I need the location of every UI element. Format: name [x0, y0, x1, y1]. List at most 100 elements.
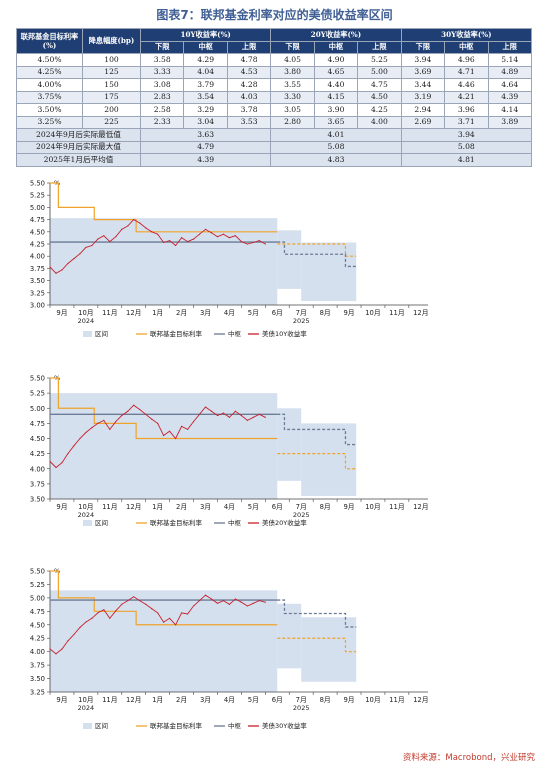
- yield-point: [67, 262, 69, 265]
- table-cell: 3.08: [139, 78, 185, 92]
- summary-cell: 2024年9月后实际最大值: [16, 140, 141, 154]
- yield-range-table: 联邦基金目标利率(%) 降息幅度(bp) 10Y收益率(%) 20Y收益率(%)…: [16, 28, 533, 167]
- table-cell: 3.29: [183, 103, 228, 117]
- subhead-lower: 下限: [400, 40, 446, 54]
- y-tick-label: 3.75: [30, 265, 45, 273]
- x-tick-label: 12月: [126, 309, 141, 317]
- yield-point: [163, 434, 165, 437]
- y-tick-label: 4.50: [30, 228, 45, 236]
- summary-cell: 4.01: [270, 128, 402, 142]
- y-tick-label: 4.75: [30, 420, 45, 428]
- y-tick-label: 3.50: [30, 277, 45, 285]
- y-tick-label: 3.25: [30, 689, 45, 697]
- x-tick-label: 3月: [200, 309, 211, 317]
- table-cell: 4.90: [313, 53, 359, 67]
- band-segment: [50, 590, 278, 692]
- x-tick-label: 12月: [413, 309, 428, 317]
- x-tick-label: 5月: [248, 503, 259, 511]
- yield-point: [264, 416, 266, 418]
- legend-band-label: 区间: [95, 330, 108, 338]
- yield-point: [133, 219, 135, 221]
- y-tick-label: 5.50: [30, 375, 45, 383]
- yield-point: [151, 608, 153, 610]
- y-tick-label: 4.75: [30, 216, 45, 224]
- x-tick-label: 6月: [272, 503, 283, 511]
- band-segment: [277, 408, 302, 481]
- yield-point: [264, 601, 266, 603]
- x-tick-label: 1月: [152, 696, 163, 704]
- yield-point: [79, 626, 81, 629]
- table-cell: 4.25: [357, 103, 402, 117]
- yield-point: [175, 244, 177, 247]
- table-cell: 2.83: [139, 90, 185, 104]
- yield-point: [103, 235, 105, 237]
- summary-cell: 5.08: [400, 140, 533, 154]
- yield-point: [216, 602, 219, 604]
- x-tick-label: 9月: [56, 309, 67, 317]
- table-cell: 3.65: [313, 115, 359, 129]
- year-label: 2025: [293, 704, 310, 712]
- yield-point: [121, 414, 123, 417]
- legend-series-label: 美债30Y收益率: [262, 721, 307, 730]
- yield-point: [163, 621, 165, 623]
- yield-point: [222, 233, 225, 235]
- subhead-upper: 上限: [487, 40, 532, 54]
- legend-band-swatch: [83, 520, 92, 526]
- table-cell: 3.44: [400, 78, 446, 92]
- yield-point: [175, 437, 177, 440]
- subhead-upper: 上限: [357, 40, 402, 54]
- yield-point: [264, 243, 266, 245]
- yield-point: [61, 648, 63, 650]
- yield-point: [228, 416, 231, 418]
- yield-point: [139, 222, 141, 224]
- fed-rate-line: [50, 182, 278, 233]
- yield-point: [109, 617, 111, 619]
- yield-point: [97, 422, 99, 424]
- yield-point: [222, 412, 225, 414]
- x-tick-label: 4月: [224, 696, 235, 704]
- x-tick-label: 12月: [413, 696, 428, 704]
- y-tick-label: 5.25: [30, 581, 45, 589]
- yield-point: [192, 605, 195, 607]
- x-tick-label: 2月: [176, 696, 187, 704]
- table-cell: 3.19: [400, 90, 446, 104]
- band-segment: [301, 617, 357, 682]
- yield-point: [67, 640, 69, 642]
- y-tick-label: 5.00: [30, 405, 45, 413]
- yield-point: [234, 598, 237, 600]
- yield-point: [85, 246, 87, 249]
- table-cell: 3.53: [226, 115, 272, 129]
- yield-point: [145, 603, 147, 605]
- table-cell: 125: [82, 65, 141, 79]
- y-tick-label: 3.50: [30, 675, 45, 683]
- yield-point: [55, 272, 57, 274]
- year-label: 2025: [293, 317, 310, 325]
- summary-cell: 2024年9月后实际最低值: [16, 128, 141, 142]
- table-cell: 4.28: [226, 78, 272, 92]
- x-tick-label: 3月: [200, 696, 211, 704]
- subhead-lower: 下限: [270, 40, 315, 54]
- yield-point: [222, 599, 225, 602]
- yield-point: [186, 240, 189, 243]
- header-10y: 10Y收益率(%): [139, 28, 272, 42]
- x-tick-label: 10月: [78, 696, 93, 704]
- yield-point: [151, 231, 153, 233]
- yield-point: [115, 610, 117, 612]
- x-tick-label: 10月: [365, 503, 380, 511]
- table-cell: 2.69: [400, 115, 446, 129]
- yield-point: [91, 617, 93, 619]
- yield-point: [67, 453, 69, 455]
- table-cell: 3.90: [313, 103, 359, 117]
- yield-point: [121, 603, 123, 605]
- yield-point: [49, 266, 51, 268]
- table-row: 4.00% 150 3.08 3.79 4.28 3.55 4.40 4.75 3.44 4.46…: [16, 78, 532, 92]
- center-projection-line: [277, 413, 357, 446]
- table-cell: 3.30: [270, 90, 315, 104]
- table-cell: 175: [82, 90, 141, 104]
- y-tick-label: 4.50: [30, 621, 45, 629]
- table-cell: 5.00: [357, 65, 402, 79]
- yield-point: [103, 419, 105, 421]
- legend-center-label: 中枢: [228, 518, 242, 527]
- source-note: 资料来源：Macrobond，兴业研究: [402, 753, 535, 763]
- y-tick-label: 4.25: [30, 241, 45, 249]
